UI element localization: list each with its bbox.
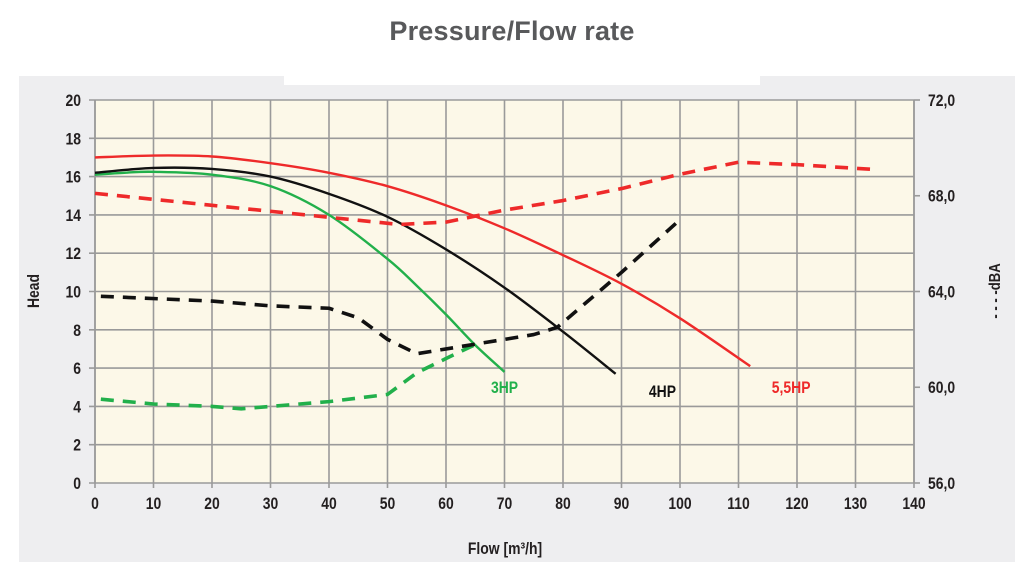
series-group [94,154,874,411]
x-tick-labels: 0 10 20 30 40 50 60 70 80 90 100 110 120 130 140 [91,495,925,514]
x-tick-label: 90 [614,495,629,514]
x-tick-label: 40 [321,495,336,514]
y2-tick-label: 72,0 [928,92,955,111]
series-line-4hp [94,166,617,375]
y-tick-label: 0 [73,475,81,494]
x-tick-label: 130 [844,495,867,514]
x-tick-label: 60 [438,495,453,514]
series-line-5-5hp [94,154,751,368]
y-tick-label: 8 [73,322,81,341]
y2-tick-label: 64,0 [928,283,955,302]
series-line-3hp-dba [100,340,482,411]
series-label: 3HP [491,379,518,398]
x-tick-label: 50 [380,495,395,514]
x-tick-label: 110 [727,495,749,514]
x-tick-label: 20 [204,495,219,514]
series-line-5-5hp-dba [94,160,874,227]
y-axis-label: Head [25,274,44,308]
panel-notch [284,76,760,85]
y-tick-label: 14 [66,207,82,226]
x-tick-label: 100 [668,495,691,514]
axes [94,100,915,483]
y-tick-label: 10 [66,283,81,302]
x-tick-label: 10 [146,495,161,514]
chart-title: Pressure/Flow rate [389,16,635,46]
y-tick-labels: 0 2 4 6 8 10 12 14 16 18 20 [66,92,82,494]
y2-tick-labels: 56,0 60,0 64,0 68,0 72,0 [928,92,955,494]
y-tick-label: 16 [66,168,82,187]
grid [89,99,920,488]
x-tick-label: 0 [91,495,99,514]
series-label: 4HP [649,383,676,402]
y-tick-label: 18 [66,130,82,149]
y2-axis-label: - - - -dBA [987,263,1004,319]
x-tick-label: 120 [785,495,808,514]
x-axis-label: Flow [m³/h] [468,540,542,559]
x-tick-label: 70 [497,495,512,514]
y-tick-label: 2 [73,436,81,455]
series-label: 5,5HP [772,379,811,398]
series-line-4hp-dba [100,218,682,356]
y-tick-label: 20 [66,92,81,111]
x-tick-label: 140 [902,495,925,514]
y-tick-label: 4 [73,398,81,417]
y2-tick-label: 60,0 [928,379,955,398]
y2-tick-label: 68,0 [928,188,955,207]
series-line-3hp [94,170,506,373]
x-tick-label: 30 [263,495,278,514]
x-tick-label: 80 [555,495,570,514]
y-tick-label: 12 [66,245,82,264]
y-tick-label: 6 [73,360,81,379]
y2-tick-label: 56,0 [928,475,955,494]
annotations-group: 3HP 4HP 5,5HP [491,379,811,401]
